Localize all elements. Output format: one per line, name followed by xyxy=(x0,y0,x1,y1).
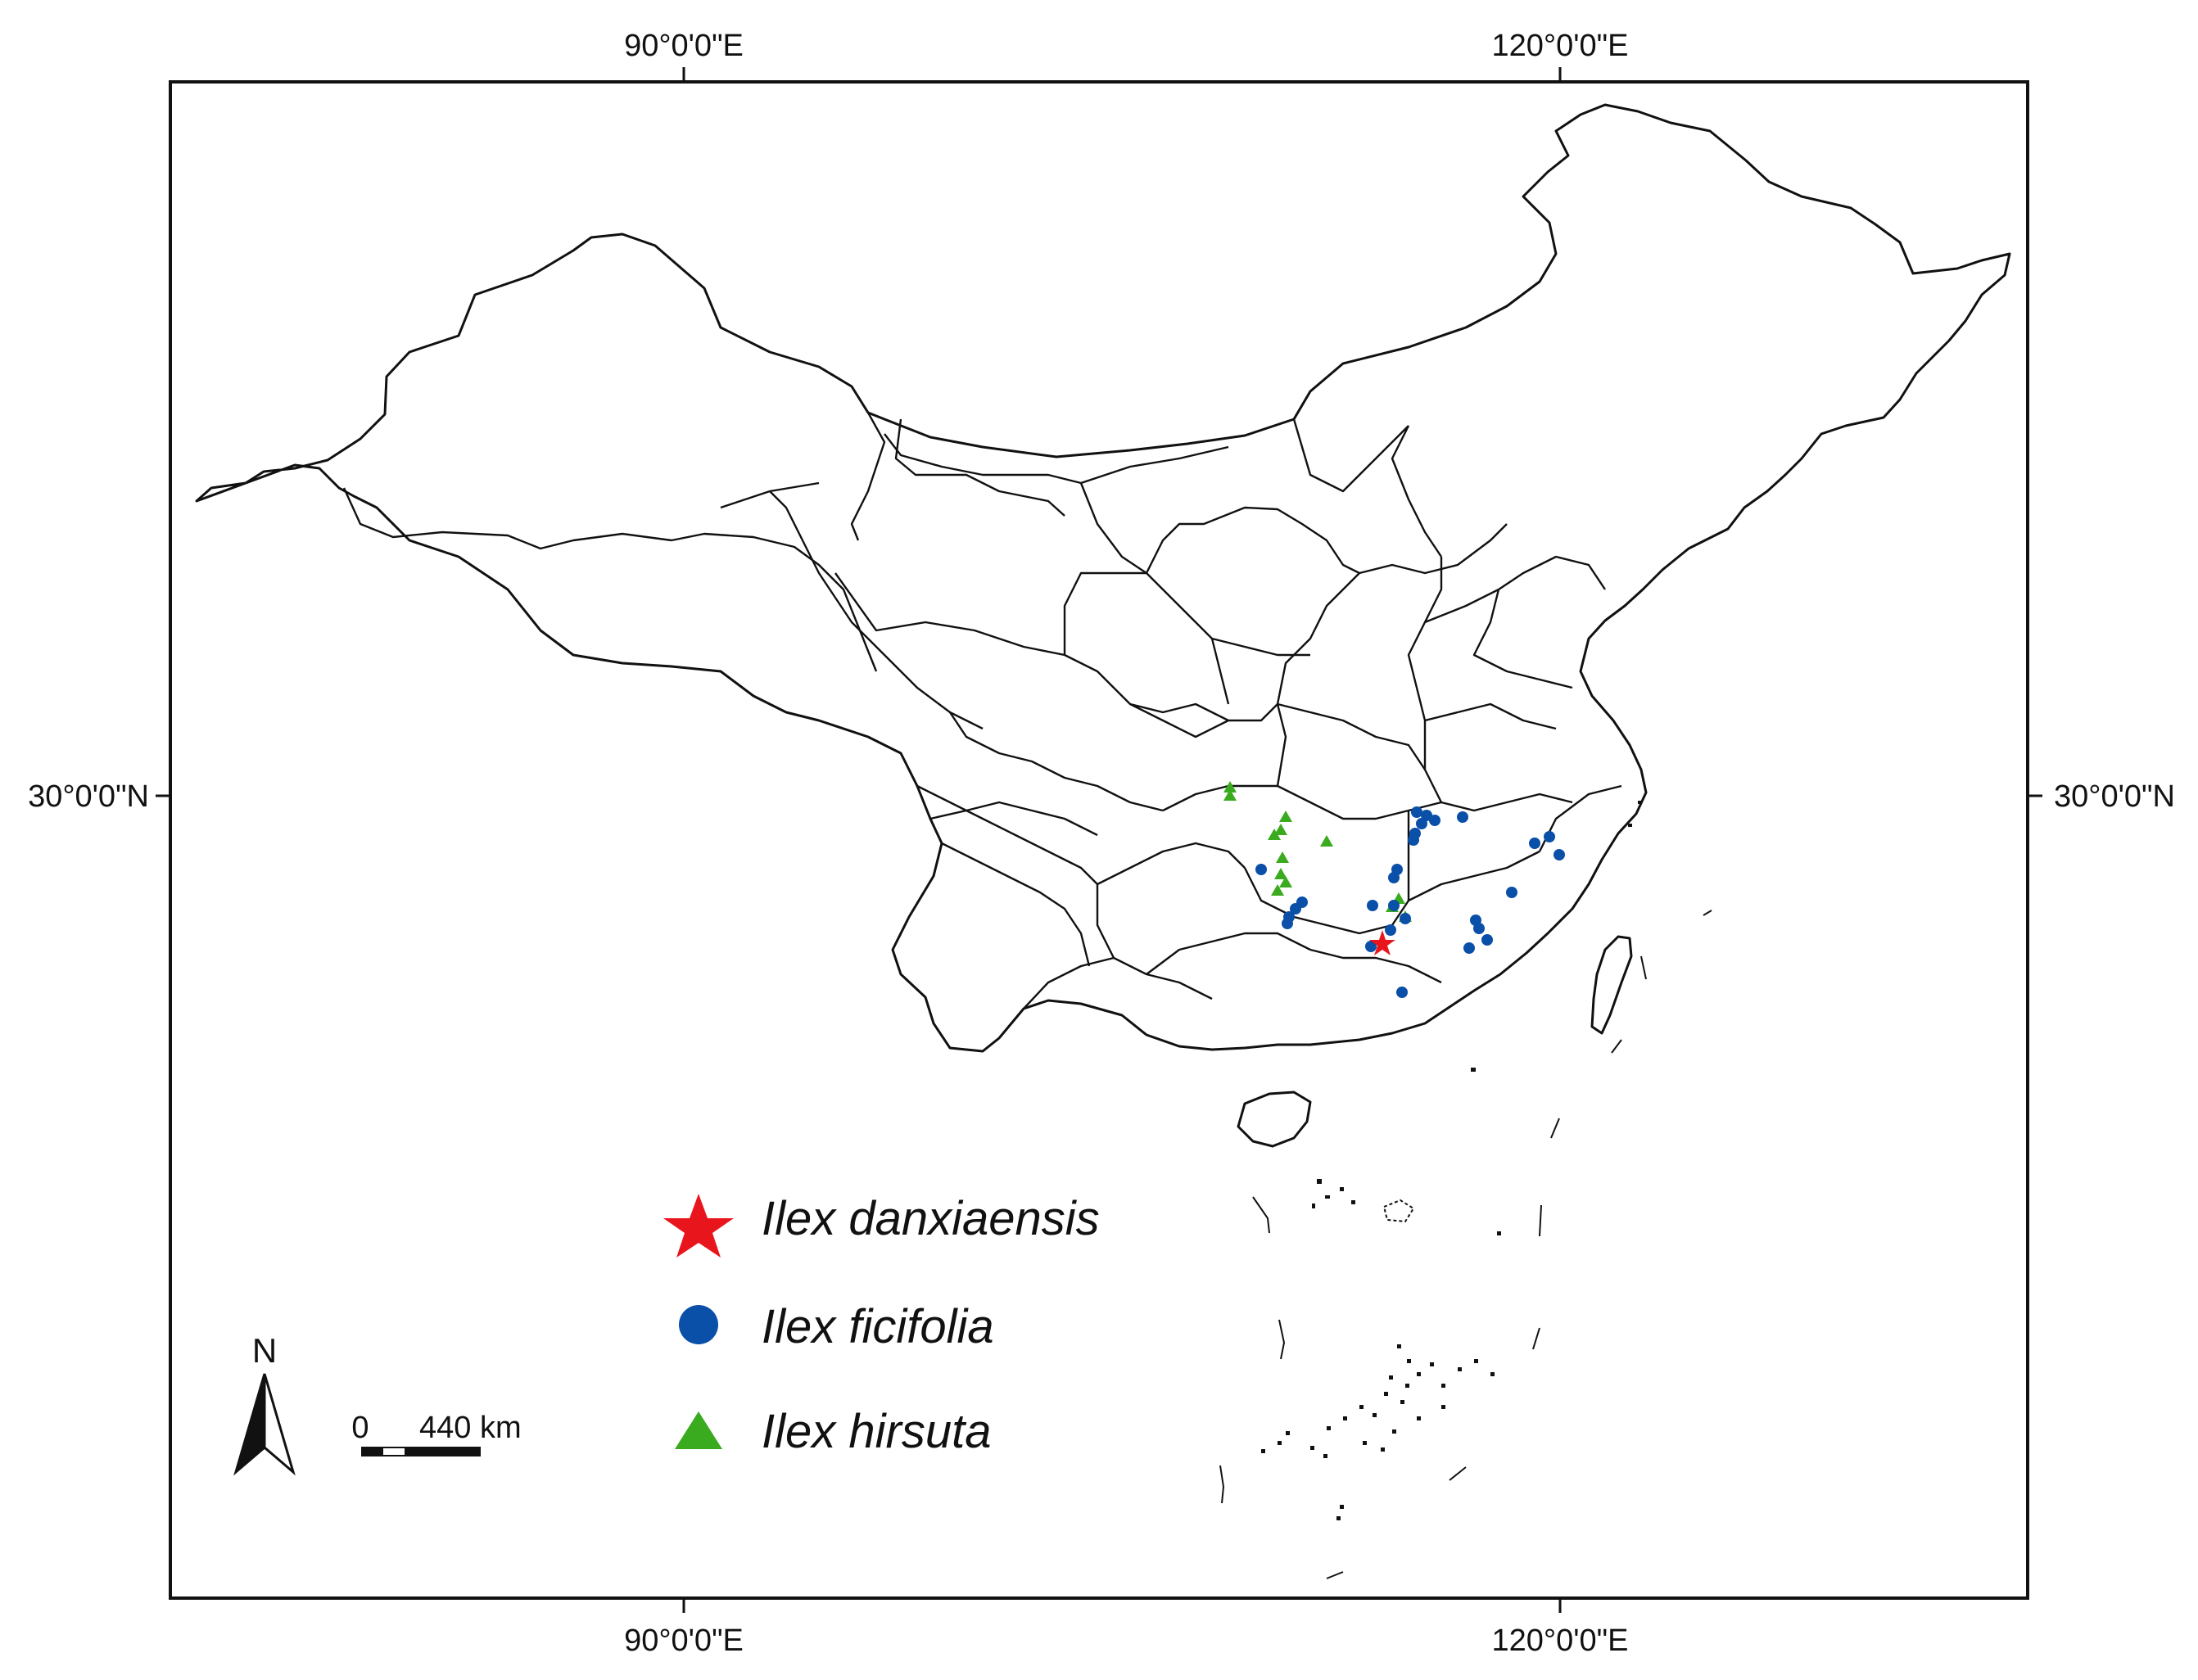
hirsuta-point xyxy=(1268,829,1281,840)
occurrence-points-ficifolia xyxy=(1255,806,1565,998)
islet-dots xyxy=(1261,801,1642,1520)
islands xyxy=(1219,910,1712,1579)
ficifolia-point xyxy=(1388,872,1400,883)
legend-triangle-icon xyxy=(675,1411,722,1449)
legend-label-ficifolia: Ilex ficifolia xyxy=(762,1300,994,1353)
latitude-label-30-left: 30°0'0"N xyxy=(28,779,149,814)
ficifolia-point xyxy=(1385,924,1396,936)
hirsuta-point xyxy=(1271,884,1284,896)
hirsuta-point xyxy=(1274,824,1287,835)
ficifolia-point xyxy=(1408,834,1419,846)
danxiaensis-point xyxy=(1369,930,1395,955)
ficifolia-point xyxy=(1473,923,1485,934)
ficifolia-point xyxy=(1416,818,1427,829)
ficifolia-point xyxy=(1506,887,1517,898)
ficifolia-point xyxy=(1255,864,1267,875)
ficifolia-point xyxy=(1481,934,1493,946)
north-label: N xyxy=(252,1331,277,1370)
china-outline xyxy=(195,103,2011,1053)
hirsuta-point xyxy=(1279,876,1292,887)
ficifolia-point xyxy=(1411,806,1422,818)
hirsuta-point xyxy=(1223,781,1237,793)
taiwan-outline xyxy=(1590,935,1633,1035)
longitude-label-90-top: 90°0'0"E xyxy=(624,29,744,63)
provincial-borders xyxy=(342,412,1622,1009)
longitude-label-90-bottom: 90°0'0"E xyxy=(624,1624,744,1658)
legend: Ilex danxiaensis Ilex ficifolia Ilex hir… xyxy=(663,1192,1100,1458)
ficifolia-point xyxy=(1365,941,1377,952)
ficifolia-point xyxy=(1457,811,1468,823)
ficifolia-point xyxy=(1388,900,1400,911)
scale-bar: 0 440 km xyxy=(351,1411,522,1456)
hirsuta-point xyxy=(1274,868,1287,879)
legend-label-hirsuta: Ilex hirsuta xyxy=(762,1405,991,1458)
hirsuta-point xyxy=(1320,835,1333,847)
hirsuta-point xyxy=(1279,811,1292,822)
latitude-label-30-right: 30°0'0"N xyxy=(2054,779,2175,814)
ficifolia-point xyxy=(1396,987,1408,998)
longitude-label-120-top: 120°0'0"E xyxy=(1492,29,1629,63)
occurrence-points-danxiaensis xyxy=(1369,930,1395,955)
ficifolia-point xyxy=(1429,815,1440,826)
graticule-ticks xyxy=(156,67,2042,1613)
hirsuta-point xyxy=(1223,789,1237,801)
ficifolia-point xyxy=(1367,900,1378,911)
ficifolia-point xyxy=(1544,831,1555,842)
legend-label-danxiaensis: Ilex danxiaensis xyxy=(762,1192,1100,1245)
ficifolia-point xyxy=(1554,849,1565,860)
north-arrow: N xyxy=(233,1331,296,1476)
longitude-label-120-bottom: 120°0'0"E xyxy=(1492,1624,1629,1658)
ficifolia-point xyxy=(1290,903,1301,915)
ficifolia-point xyxy=(1529,838,1540,849)
ficifolia-point xyxy=(1400,913,1411,924)
ficifolia-point xyxy=(1463,942,1475,954)
ficifolia-point xyxy=(1282,918,1293,929)
hainan-outline xyxy=(1237,1091,1312,1148)
legend-star-icon xyxy=(663,1194,734,1258)
scale-label-end: 440 km xyxy=(419,1411,522,1445)
scale-label-start: 0 xyxy=(351,1411,369,1445)
hirsuta-point xyxy=(1276,851,1289,863)
legend-circle-icon xyxy=(679,1305,718,1344)
